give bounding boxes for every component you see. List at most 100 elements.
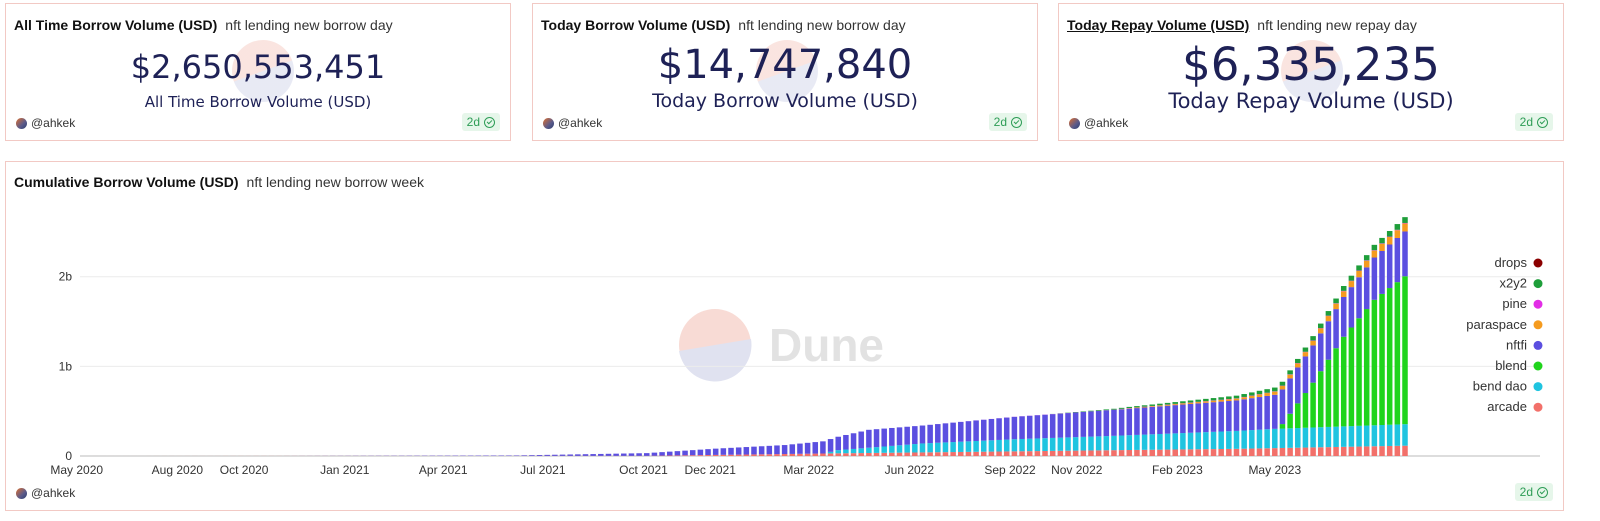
bar-segment-arcade[interactable]: [843, 453, 849, 456]
bar-segment-arcade[interactable]: [674, 455, 681, 456]
legend-label[interactable]: nftfi: [1506, 337, 1527, 352]
bar-segment-bend-dao[interactable]: [1241, 430, 1247, 449]
bar-segment-bend-dao[interactable]: [1356, 425, 1362, 447]
bar-segment-nftfi[interactable]: [590, 454, 596, 456]
bar-segment-bend-dao[interactable]: [1157, 433, 1163, 450]
bar-segment-arcade[interactable]: [1379, 446, 1385, 456]
bar-segment-x2y2[interactable]: [1272, 387, 1278, 392]
bar-segment-paraspace[interactable]: [1134, 407, 1140, 409]
bar-segment-nftfi[interactable]: [1371, 257, 1378, 300]
bar-segment-arcade[interactable]: [1256, 448, 1263, 456]
bar-segment-x2y2[interactable]: [1295, 358, 1301, 364]
bar-segment-arcade[interactable]: [1195, 449, 1201, 456]
bar-segment-bend-dao[interactable]: [1011, 439, 1018, 452]
refresh-badge[interactable]: 2d: [1514, 113, 1553, 131]
bar-segment-bend-dao[interactable]: [965, 441, 972, 452]
bar-segment-x2y2[interactable]: [1218, 397, 1224, 400]
bar-segment-nftfi[interactable]: [682, 450, 688, 456]
bar-segment-arcade[interactable]: [1295, 447, 1301, 456]
bar-segment-arcade[interactable]: [1103, 450, 1110, 456]
bar-segment-nftfi[interactable]: [896, 427, 903, 446]
bar-segment-nftfi[interactable]: [559, 454, 566, 456]
bar-segment-nftfi[interactable]: [1187, 403, 1194, 433]
bar-segment-arcade[interactable]: [1057, 450, 1064, 456]
bar-segment-arcade[interactable]: [927, 452, 933, 456]
author-link[interactable]: @ahkek: [16, 116, 75, 130]
bar-segment-bend-dao[interactable]: [1172, 433, 1178, 450]
bar-segment-x2y2[interactable]: [1241, 394, 1247, 397]
bar-segment-nftfi[interactable]: [751, 446, 757, 455]
bar-segment-bend-dao[interactable]: [1057, 437, 1064, 451]
bar-segment-paraspace[interactable]: [1241, 397, 1247, 400]
bar-segment-paraspace[interactable]: [1187, 402, 1194, 404]
refresh-badge[interactable]: 2d: [461, 113, 500, 131]
bar-segment-bend-dao[interactable]: [1302, 427, 1309, 448]
bar-segment-paraspace[interactable]: [1203, 401, 1209, 403]
bar-segment-bend-dao[interactable]: [1180, 433, 1186, 450]
bar-segment-paraspace[interactable]: [1394, 230, 1401, 238]
bar-segment-nftfi[interactable]: [1103, 410, 1110, 437]
bar-segment-nftfi[interactable]: [1157, 406, 1163, 434]
bar-segment-blend[interactable]: [1386, 288, 1393, 425]
bar-segment-arcade[interactable]: [981, 451, 987, 456]
legend-label[interactable]: pine: [1502, 296, 1527, 311]
bar-segment-arcade[interactable]: [720, 454, 727, 456]
bar-segment-x2y2[interactable]: [1210, 398, 1217, 401]
bar-segment-nftfi[interactable]: [1088, 411, 1094, 437]
bar-segment-nftfi[interactable]: [1249, 398, 1255, 431]
bar-segment-blend[interactable]: [1371, 299, 1378, 426]
bar-segment-bend-dao[interactable]: [1164, 433, 1171, 450]
bar-segment-nftfi[interactable]: [942, 423, 949, 443]
bar-segment-bend-dao[interactable]: [1042, 438, 1048, 451]
bar-segment-bend-dao[interactable]: [1310, 427, 1316, 448]
bar-segment-arcade[interactable]: [858, 453, 864, 456]
bar-segment-nftfi[interactable]: [1379, 251, 1385, 294]
bar-segment-bend-dao[interactable]: [1402, 424, 1408, 446]
bar-segment-bend-dao[interactable]: [1118, 435, 1125, 451]
bar-segment-x2y2[interactable]: [1249, 392, 1255, 396]
bar-segment-blend[interactable]: [1402, 276, 1408, 425]
bar-segment-arcade[interactable]: [866, 452, 872, 456]
bar-segment-nftfi[interactable]: [552, 454, 558, 456]
bar-segment-arcade[interactable]: [1226, 448, 1232, 456]
bar-segment-nftfi[interactable]: [758, 446, 765, 455]
bar-segment-x2y2[interactable]: [1095, 410, 1102, 411]
bar-segment-paraspace[interactable]: [1172, 404, 1178, 406]
bar-segment-bend-dao[interactable]: [942, 442, 949, 453]
bar-segment-nftfi[interactable]: [973, 420, 979, 441]
bar-segment-paraspace[interactable]: [1157, 405, 1163, 407]
bar-segment-nftfi[interactable]: [1172, 405, 1178, 434]
bar-segment-nftfi[interactable]: [659, 452, 665, 456]
chart-title[interactable]: Cumulative Borrow Volume (USD): [14, 174, 239, 190]
bar-segment-bend-dao[interactable]: [904, 444, 910, 453]
bar-segment-nftfi[interactable]: [598, 453, 604, 456]
bar-segment-arcade[interactable]: [797, 453, 803, 456]
bar-segment-bend-dao[interactable]: [1295, 428, 1301, 448]
legend-swatch-icon[interactable]: [1533, 361, 1543, 371]
bar-segment-arcade[interactable]: [1080, 450, 1087, 456]
bar-segment-bend-dao[interactable]: [850, 448, 857, 454]
bar-segment-blend[interactable]: [1287, 413, 1293, 429]
bar-segment-paraspace[interactable]: [1356, 270, 1362, 278]
bar-segment-nftfi[interactable]: [666, 451, 673, 456]
bar-segment-nftfi[interactable]: [1072, 412, 1079, 438]
bar-segment-arcade[interactable]: [1218, 448, 1224, 456]
bar-segment-bend-dao[interactable]: [889, 445, 895, 453]
bar-segment-arcade[interactable]: [1149, 449, 1156, 456]
bar-segment-arcade[interactable]: [1371, 446, 1378, 456]
bar-segment-bend-dao[interactable]: [1379, 425, 1385, 447]
bar-segment-arcade[interactable]: [1026, 451, 1033, 456]
bar-segment-bend-dao[interactable]: [1088, 436, 1094, 451]
bar-segment-blend[interactable]: [1302, 393, 1309, 428]
bar-segment-arcade[interactable]: [889, 452, 895, 456]
bar-segment-arcade[interactable]: [1088, 450, 1094, 456]
bar-segment-bend-dao[interactable]: [1371, 425, 1378, 447]
bar-segment-nftfi[interactable]: [1111, 409, 1117, 436]
bar-segment-arcade[interactable]: [820, 453, 826, 456]
bar-segment-paraspace[interactable]: [1295, 363, 1301, 368]
bar-segment-nftfi[interactable]: [1019, 416, 1025, 439]
bar-segment-nftfi[interactable]: [613, 453, 619, 456]
bar-segment-nftfi[interactable]: [843, 434, 849, 450]
bar-segment-bend-dao[interactable]: [843, 449, 849, 454]
bar-segment-arcade[interactable]: [827, 453, 834, 456]
